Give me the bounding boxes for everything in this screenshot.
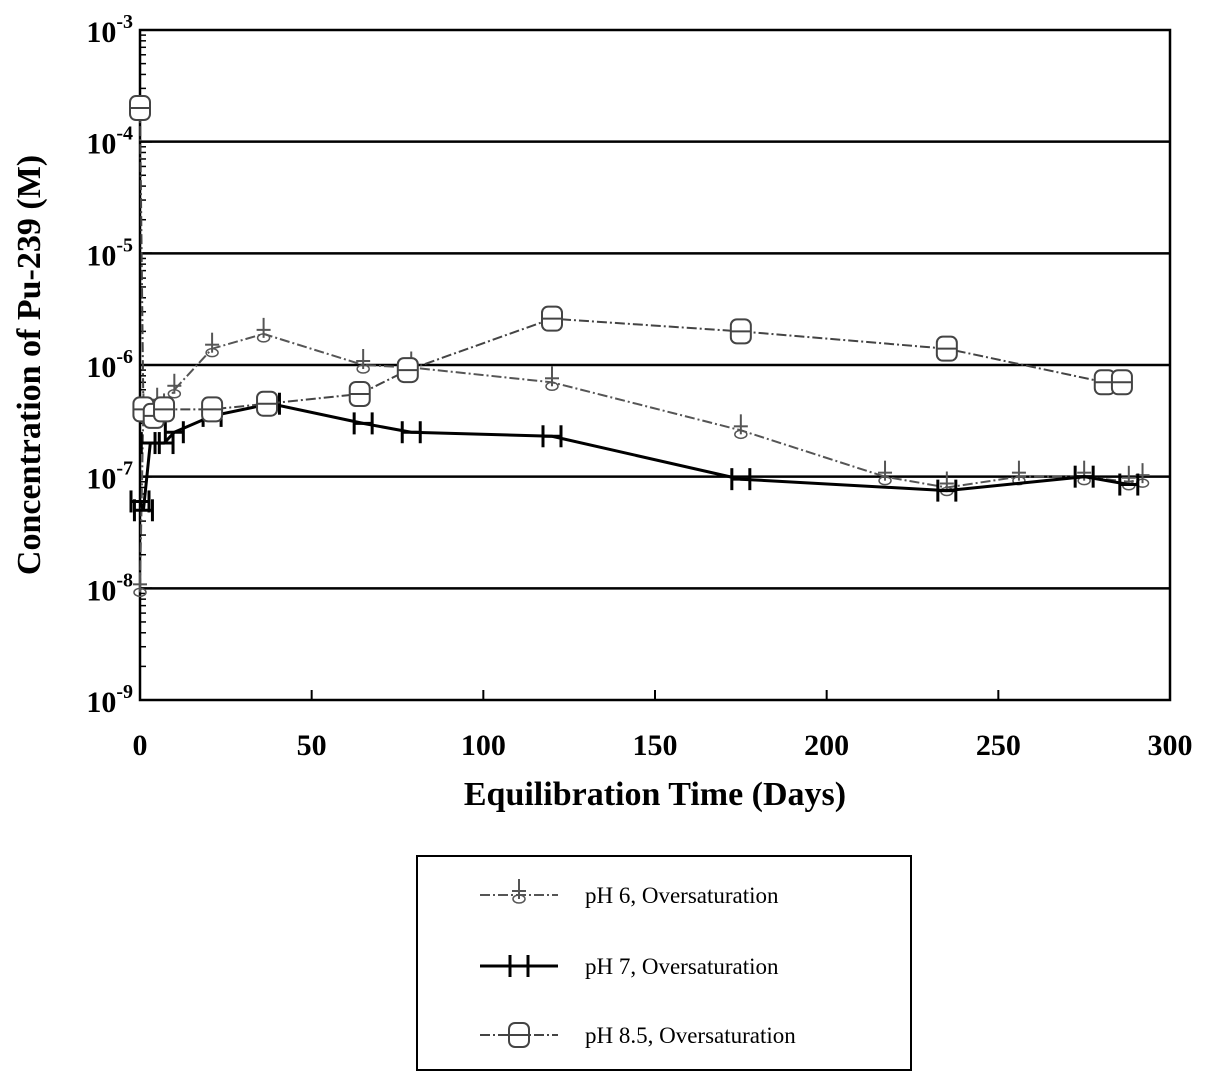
y-tick-label: 10-7 [86, 458, 133, 496]
x-tick-label: 50 [297, 729, 327, 762]
x-tick-label: 150 [633, 729, 678, 762]
y-axis-ticks: 10-3 10-4 10-5 10-6 10-7 10-8 10-9 [86, 11, 152, 719]
data-point [167, 389, 182, 399]
legend-label-2: pH 7, Oversaturation [585, 954, 779, 979]
x-tick-label: 300 [1148, 729, 1193, 762]
y-tick-label: 10-3 [86, 11, 133, 49]
x-tick-label: 100 [461, 729, 506, 762]
series-layer [129, 95, 1150, 598]
data-point [356, 364, 370, 374]
x-tick-label: 0 [133, 729, 148, 762]
grid-lines [140, 140, 1170, 590]
data-point [512, 894, 526, 904]
data-point [734, 429, 748, 440]
series-line [139, 332, 1143, 589]
legend: pH 6, Oversaturation pH 7, Oversaturation… [416, 855, 912, 1071]
legend-label-3: pH 8.5, Oversaturation [585, 1023, 796, 1048]
x-axis-title: Equilibration Time (Days) [464, 776, 846, 813]
y-tick-label: 10-8 [86, 569, 133, 607]
x-tick-label: 200 [804, 729, 849, 762]
series-2 [129, 392, 1140, 522]
data-point [878, 475, 892, 486]
series-line [139, 108, 1122, 418]
data-point [205, 347, 219, 358]
y-tick-label: 10-5 [86, 234, 133, 272]
y-tick-label: 10-6 [86, 346, 133, 384]
series-3 [129, 95, 1133, 429]
y-tick-label: 10-4 [86, 123, 133, 161]
series-line [138, 402, 1130, 511]
y-axis-title: Concentration of Pu-239 (M) [11, 155, 48, 575]
y-tick-label: 10-9 [86, 681, 133, 719]
data-point [133, 587, 147, 598]
x-axis-ticks: 0 50 100 150 200 250 300 [133, 690, 1193, 762]
data-point [256, 333, 271, 343]
x-tick-label: 250 [976, 729, 1021, 762]
legend-label-1: pH 6, Oversaturation [585, 883, 779, 908]
data-point [545, 381, 559, 392]
